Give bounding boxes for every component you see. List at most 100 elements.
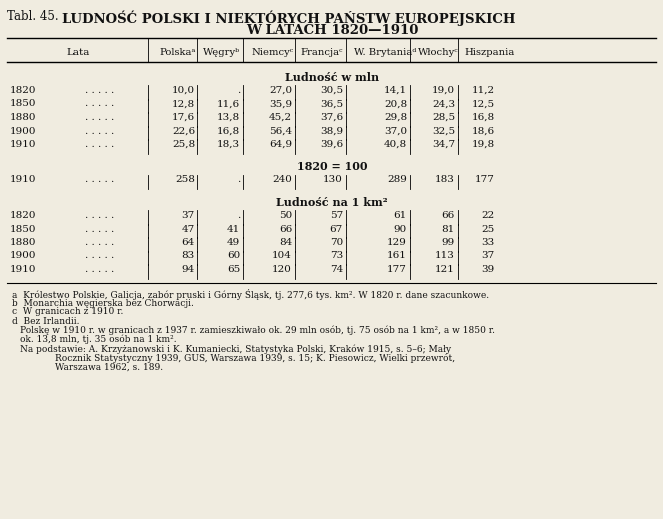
Text: 66: 66 xyxy=(442,211,455,220)
Text: Lata: Lata xyxy=(66,48,90,57)
Text: d  Bez Irlandii.: d Bez Irlandii. xyxy=(12,317,80,325)
Text: 1880: 1880 xyxy=(10,238,36,247)
Text: 74: 74 xyxy=(330,265,343,274)
Text: 11,2: 11,2 xyxy=(472,86,495,95)
Text: Ludność w mln: Ludność w mln xyxy=(285,72,379,83)
Text: 113: 113 xyxy=(435,252,455,261)
Text: W. Brytaniaᵈ: W. Brytaniaᵈ xyxy=(354,48,416,57)
Text: 289: 289 xyxy=(387,175,407,184)
Text: Polskę w 1910 r. w granicach z 1937 r. zamieszkiwało ok. 29 mln osób, tj. 75 osó: Polskę w 1910 r. w granicach z 1937 r. z… xyxy=(20,325,495,335)
Text: 1880: 1880 xyxy=(10,113,36,122)
Text: 36,5: 36,5 xyxy=(320,100,343,108)
Text: . . . . .: . . . . . xyxy=(86,265,115,274)
Text: 56,4: 56,4 xyxy=(269,127,292,135)
Text: 1900: 1900 xyxy=(10,252,36,261)
Text: 38,9: 38,9 xyxy=(320,127,343,135)
Text: 240: 240 xyxy=(272,175,292,184)
Text: . . . . .: . . . . . xyxy=(86,238,115,247)
Text: 17,6: 17,6 xyxy=(172,113,195,122)
Text: 33: 33 xyxy=(482,238,495,247)
Text: 19,8: 19,8 xyxy=(472,140,495,149)
Text: 14,1: 14,1 xyxy=(384,86,407,95)
Text: 258: 258 xyxy=(175,175,195,184)
Text: 67: 67 xyxy=(330,225,343,234)
Text: b  Monarchia węgierska bez Chorwacji.: b Monarchia węgierska bez Chorwacji. xyxy=(12,298,194,307)
Text: 65: 65 xyxy=(227,265,240,274)
Text: 49: 49 xyxy=(227,238,240,247)
Text: . . . . .: . . . . . xyxy=(86,86,115,95)
Text: 39,6: 39,6 xyxy=(320,140,343,149)
Text: 35,9: 35,9 xyxy=(269,100,292,108)
Text: 1820: 1820 xyxy=(10,86,36,95)
Text: 120: 120 xyxy=(272,265,292,274)
Text: 64,9: 64,9 xyxy=(269,140,292,149)
Text: 121: 121 xyxy=(435,265,455,274)
Text: 90: 90 xyxy=(394,225,407,234)
Text: 19,0: 19,0 xyxy=(432,86,455,95)
Text: c  W granicach z 1910 r.: c W granicach z 1910 r. xyxy=(12,307,123,317)
Text: Polskaᵃ: Polskaᵃ xyxy=(160,48,196,57)
Text: 47: 47 xyxy=(182,225,195,234)
Text: . . . . .: . . . . . xyxy=(86,175,115,184)
Text: 83: 83 xyxy=(182,252,195,261)
Text: 11,6: 11,6 xyxy=(217,100,240,108)
Text: 45,2: 45,2 xyxy=(269,113,292,122)
Text: 104: 104 xyxy=(272,252,292,261)
Text: 1910: 1910 xyxy=(10,140,36,149)
Text: 61: 61 xyxy=(394,211,407,220)
Text: .: . xyxy=(237,175,240,184)
Text: 57: 57 xyxy=(330,211,343,220)
Text: 1910: 1910 xyxy=(10,265,36,274)
Text: .: . xyxy=(237,211,240,220)
Text: 24,3: 24,3 xyxy=(432,100,455,108)
Text: 84: 84 xyxy=(278,238,292,247)
Text: Ludność na 1 km²: Ludność na 1 km² xyxy=(276,197,388,208)
Text: 70: 70 xyxy=(330,238,343,247)
Text: 60: 60 xyxy=(227,252,240,261)
Text: . . . . .: . . . . . xyxy=(86,127,115,135)
Text: Tabl. 45.: Tabl. 45. xyxy=(7,10,58,23)
Text: a  Królestwo Polskie, Galicja, zabór pruski i Górny Śląsk, tj. 277,6 tys. km². W: a Królestwo Polskie, Galicja, zabór prus… xyxy=(12,290,489,301)
Text: 41: 41 xyxy=(227,225,240,234)
Text: 161: 161 xyxy=(387,252,407,261)
Text: 1900: 1900 xyxy=(10,127,36,135)
Text: 129: 129 xyxy=(387,238,407,247)
Text: 177: 177 xyxy=(387,265,407,274)
Text: 1850: 1850 xyxy=(10,225,36,234)
Text: Francjaᶜ: Francjaᶜ xyxy=(301,48,343,57)
Text: 39: 39 xyxy=(482,265,495,274)
Text: . . . . .: . . . . . xyxy=(86,140,115,149)
Text: 37: 37 xyxy=(182,211,195,220)
Text: 29,8: 29,8 xyxy=(384,113,407,122)
Text: . . . . .: . . . . . xyxy=(86,100,115,108)
Text: 28,5: 28,5 xyxy=(432,113,455,122)
Text: 12,5: 12,5 xyxy=(472,100,495,108)
Text: 37,6: 37,6 xyxy=(320,113,343,122)
Text: 37,0: 37,0 xyxy=(384,127,407,135)
Text: 37: 37 xyxy=(482,252,495,261)
Text: . . . . .: . . . . . xyxy=(86,211,115,220)
Text: 1850: 1850 xyxy=(10,100,36,108)
Text: 1820: 1820 xyxy=(10,211,36,220)
Text: 18,6: 18,6 xyxy=(472,127,495,135)
Text: .: . xyxy=(237,86,240,95)
Text: 16,8: 16,8 xyxy=(217,127,240,135)
Text: 13,8: 13,8 xyxy=(217,113,240,122)
Text: Na podstawie: A. Krzyżanowski i K. Kumaniecki, Statystyka Polski, Kraków 1915, s: Na podstawie: A. Krzyżanowski i K. Kuman… xyxy=(20,345,451,354)
Text: . . . . .: . . . . . xyxy=(86,113,115,122)
Text: Włochyᶜ: Włochyᶜ xyxy=(418,48,458,57)
Text: 27,0: 27,0 xyxy=(269,86,292,95)
Text: Niemcyᶜ: Niemcyᶜ xyxy=(252,48,294,57)
Text: 183: 183 xyxy=(435,175,455,184)
Text: 99: 99 xyxy=(442,238,455,247)
Text: 30,5: 30,5 xyxy=(320,86,343,95)
Text: ok. 13,8 mln, tj. 35 osób na 1 km².: ok. 13,8 mln, tj. 35 osób na 1 km². xyxy=(20,335,176,344)
Text: 94: 94 xyxy=(182,265,195,274)
Text: Węgryᵇ: Węgryᵇ xyxy=(204,48,241,57)
Text: . . . . .: . . . . . xyxy=(86,252,115,261)
Text: 25,8: 25,8 xyxy=(172,140,195,149)
Text: 32,5: 32,5 xyxy=(432,127,455,135)
Text: 73: 73 xyxy=(330,252,343,261)
Text: 34,7: 34,7 xyxy=(432,140,455,149)
Text: 64: 64 xyxy=(182,238,195,247)
